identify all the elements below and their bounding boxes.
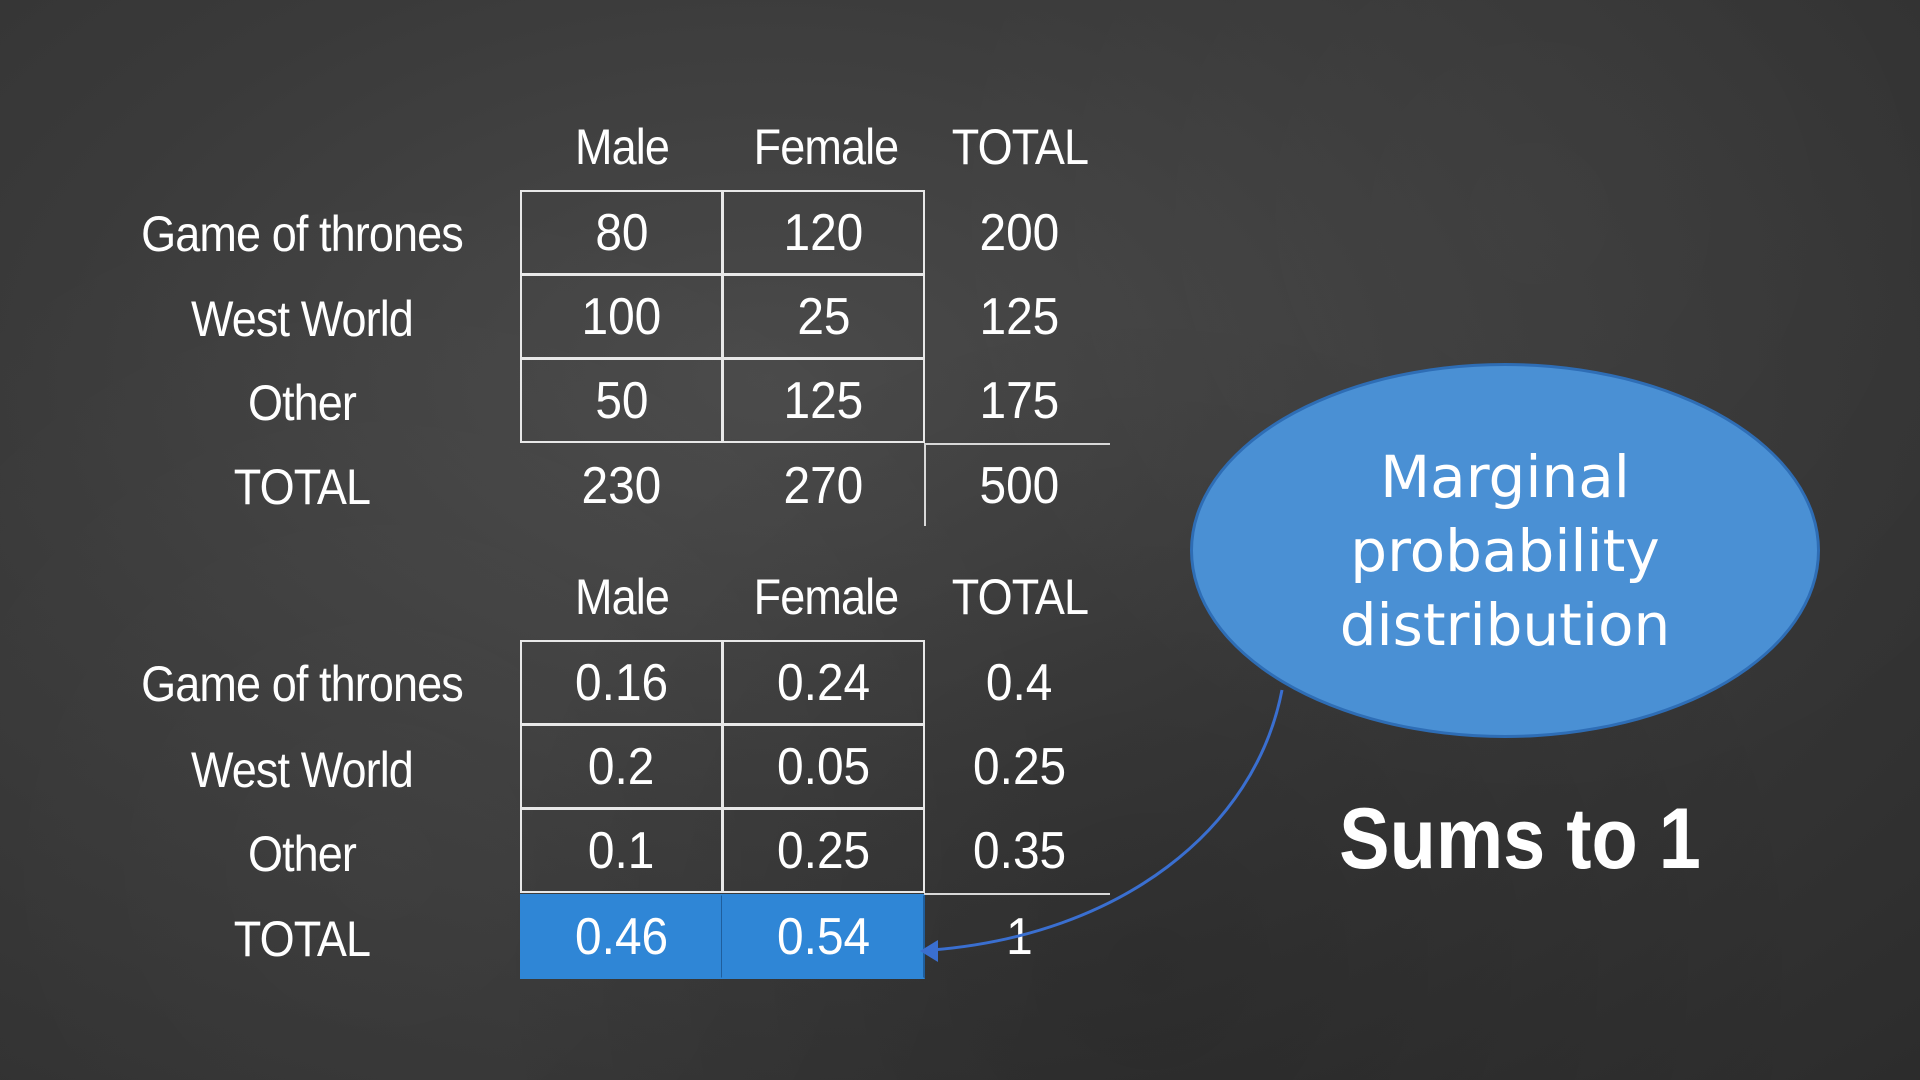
sums-to-one-note: Sums to 1 [1339,791,1701,887]
row-label-game-of-thrones: Game of thrones [141,206,464,262]
table-cell: 0.25 [722,808,925,893]
table-cell: 125 [979,287,1060,346]
table-cell: 0.05 [722,724,925,809]
total-row-divider [924,893,1110,895]
table-cell: 125 [722,358,925,443]
table-cell: 0.24 [722,640,925,725]
table-cell: 0.16 [520,640,723,725]
marginal-male-highlight-cell: 0.46 [520,894,723,979]
table-cell: 120 [722,190,925,275]
table-cell: 0.25 [972,737,1067,796]
marginal-female-highlight-cell: 0.54 [722,894,925,979]
table-cell: 200 [979,203,1060,262]
row-label-other: Other [247,826,357,882]
table-cell: 0.1 [520,808,723,893]
row-label-west-world: West World [191,291,414,347]
table-cell: 100 [520,274,723,359]
table-cell: 25 [722,274,925,359]
callout-text: Marginal probability distribution [1339,442,1671,659]
column-header-male: Male [575,119,670,175]
table-cell: 270 [783,456,864,515]
table-cell: 50 [520,358,723,443]
table-cell: 80 [520,190,723,275]
table-cell: 230 [581,456,662,515]
table-cell: 0.35 [972,821,1067,880]
row-label-other: Other [247,375,357,431]
column-header-male: Male [575,569,670,625]
table-cell: 0.4 [986,653,1053,712]
row-label-game-of-thrones: Game of thrones [141,656,464,712]
callout-bubble: Marginal probability distribution [1190,363,1820,738]
row-label-total: TOTAL [233,459,371,515]
column-header-female: Female [753,119,900,175]
table-cell: 175 [979,371,1060,430]
column-header-total: TOTAL [951,569,1089,625]
column-header-female: Female [753,569,900,625]
total-row-divider [924,443,1110,445]
table-cell: 500 [979,456,1060,515]
row-label-west-world: West World [191,742,414,798]
total-column-divider [924,443,926,526]
table-cell: 0.2 [520,724,723,809]
row-label-total: TOTAL [233,911,371,967]
table-cell: 1 [1006,907,1033,966]
column-header-total: TOTAL [951,119,1089,175]
